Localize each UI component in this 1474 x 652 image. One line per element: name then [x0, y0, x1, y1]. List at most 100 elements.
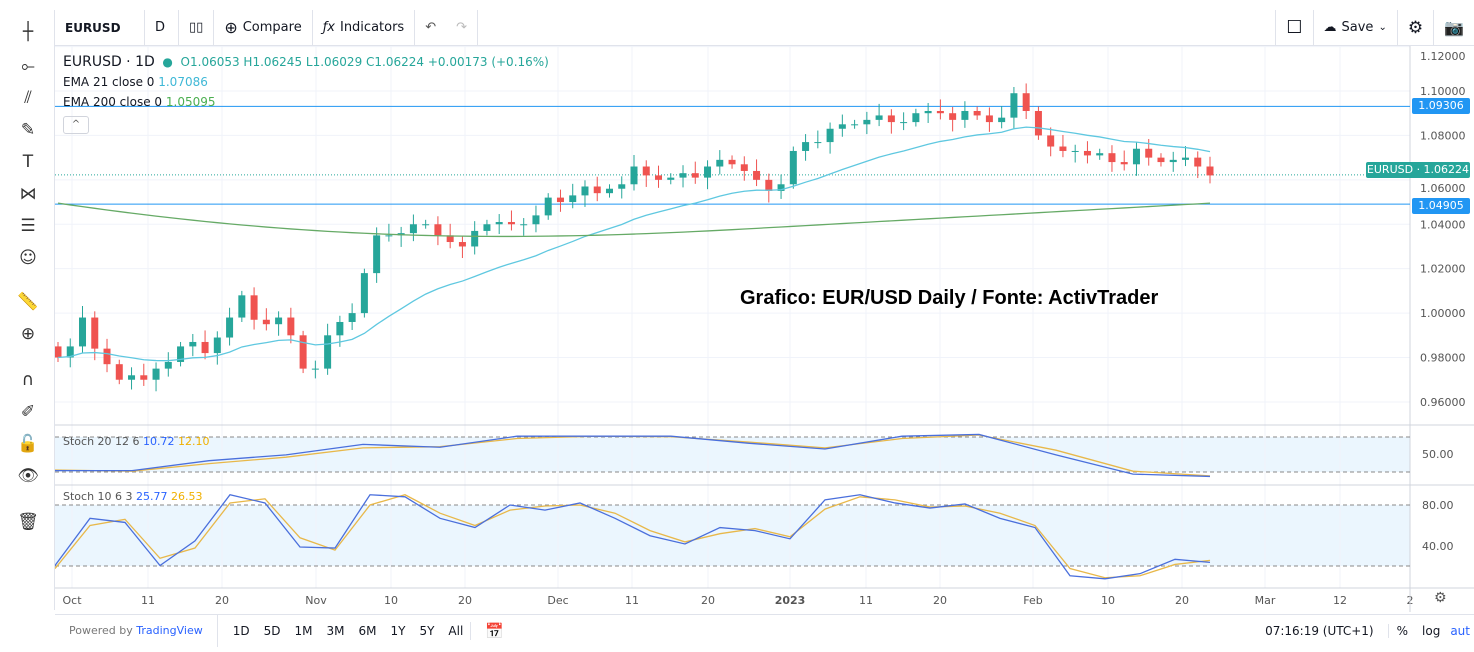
fullscreen-button[interactable]: ☐: [1275, 9, 1314, 46]
fib-tool-icon[interactable]: ⫽: [24, 88, 32, 108]
gear-icon: ⚙: [1407, 17, 1424, 38]
time-tick: 20: [215, 594, 229, 607]
candle-body: [164, 361, 172, 369]
candle-body: [949, 113, 957, 120]
candle-body: [1096, 153, 1104, 156]
percent-toggle[interactable]: %: [1387, 623, 1416, 638]
unlock-icon[interactable]: 🔓: [17, 434, 39, 454]
candle-body: [360, 273, 368, 314]
screenshot-button[interactable]: 📷: [1434, 10, 1474, 46]
candle-body: [336, 321, 344, 336]
axis-settings-icon[interactable]: ⚙: [1434, 590, 1447, 606]
emoji-icon[interactable]: ☺: [19, 248, 37, 268]
compare-label: Compare: [242, 20, 302, 35]
candle-body: [446, 235, 454, 243]
pattern-icon[interactable]: ⋈: [19, 184, 37, 204]
price-tick: 1.00000: [1420, 307, 1466, 320]
save-button[interactable]: ☁ Save ⌄: [1314, 9, 1398, 46]
range-1m[interactable]: 1M: [294, 623, 313, 638]
zoom-in-icon[interactable]: ⊕: [20, 324, 36, 344]
candle-body: [275, 317, 283, 325]
candle-body: [777, 184, 785, 191]
brush-icon[interactable]: ✎: [20, 120, 36, 140]
candle-body: [826, 128, 834, 143]
candle-body: [961, 110, 969, 120]
compare-button[interactable]: ⊕ Compare: [214, 9, 313, 46]
range-5y[interactable]: 5Y: [419, 623, 435, 638]
range-all[interactable]: All: [448, 623, 464, 638]
trend-line-icon[interactable]: ⟜: [21, 56, 35, 76]
time-tick: 20: [933, 594, 947, 607]
candle-body: [802, 142, 810, 151]
stoch2-band: [55, 505, 1410, 566]
crosshair-icon[interactable]: ┼: [22, 22, 34, 42]
log-toggle[interactable]: log: [1422, 623, 1441, 638]
candle-body: [238, 295, 246, 318]
stoch1-band: [55, 437, 1410, 472]
range-1d[interactable]: 1D: [232, 623, 250, 638]
range-1y[interactable]: 1Y: [390, 623, 406, 638]
candle-body: [679, 173, 687, 178]
range-6m[interactable]: 6M: [358, 623, 377, 638]
candle-body: [189, 341, 197, 347]
settings-button[interactable]: ⚙: [1398, 9, 1435, 46]
symbol-search-button[interactable]: EURUSD: [55, 9, 145, 46]
candle-body: [642, 166, 650, 176]
eye-icon[interactable]: 👁: [17, 466, 39, 486]
text-tool-icon[interactable]: T: [22, 152, 34, 172]
fx-icon: ƒx: [322, 20, 335, 35]
candle-body: [91, 317, 99, 349]
redo-button[interactable]: ↷: [446, 9, 479, 46]
redo-icon: ↷: [456, 20, 468, 35]
candle-body: [532, 215, 540, 225]
time-tick: Mar: [1255, 594, 1276, 607]
auto-toggle[interactable]: aut: [1450, 623, 1470, 638]
interval-button[interactable]: D: [145, 9, 179, 46]
goto-date-icon[interactable]: 📅: [470, 621, 518, 640]
time-tick: Nov: [305, 594, 327, 607]
range-5d[interactable]: 5D: [263, 623, 281, 638]
current-price-label: EURUSD · 1.06224: [1366, 162, 1470, 178]
time-tick: 2023: [775, 594, 806, 607]
collapse-legend-button[interactable]: ^: [63, 116, 89, 134]
candle-body: [115, 364, 123, 380]
candle-body: [1181, 157, 1189, 160]
candle-body: [324, 335, 332, 369]
stoch2-k: 25.77: [136, 490, 168, 503]
candle-body: [851, 124, 859, 126]
ohlc-values: O1.06053 H1.06245 L1.06029 C1.06224 +0.0…: [180, 55, 549, 69]
time-tick: 10: [384, 594, 398, 607]
candle-body: [887, 115, 895, 123]
time-tick: 20: [458, 594, 472, 607]
candle-body: [103, 348, 111, 365]
stoch2-k-line: [54, 494, 1211, 580]
candle-body: [471, 230, 479, 247]
candle-body: [311, 368, 319, 370]
magnet-icon[interactable]: ∩: [21, 370, 35, 390]
tradingview-link[interactable]: TradingView: [136, 623, 203, 637]
candle-body: [1022, 93, 1030, 111]
powered-by[interactable]: Powered by TradingView: [55, 614, 218, 647]
stoch1-tick: 50.00: [1422, 448, 1454, 461]
candle-body: [900, 122, 908, 124]
lock-drawing-icon[interactable]: ✐: [20, 402, 36, 422]
range-3m[interactable]: 3M: [326, 623, 345, 638]
candle-body: [66, 346, 74, 358]
ema21-label: EMA 21 close 0: [63, 75, 155, 89]
trash-icon[interactable]: 🗑: [17, 512, 39, 532]
indicators-label: Indicators: [339, 20, 405, 35]
ema21-value: 1.07086: [158, 75, 208, 89]
ruler-icon[interactable]: 📏: [17, 292, 39, 312]
candle-body: [507, 222, 515, 225]
undo-button[interactable]: ↶: [415, 10, 446, 46]
prediction-icon[interactable]: ☰: [20, 216, 36, 236]
candle-body: [1169, 159, 1177, 163]
price-tick: 1.06000: [1420, 182, 1466, 195]
ema200-label: EMA 200 close 0: [63, 95, 163, 109]
candle-body: [655, 175, 663, 180]
stoch2-legend: Stoch 10 6 3 25.77 26.53: [63, 490, 203, 503]
chart-type-button[interactable]: ▯▯: [179, 9, 215, 46]
indicators-button[interactable]: ƒx Indicators: [313, 9, 416, 46]
price-tick: 1.10000: [1420, 85, 1466, 98]
